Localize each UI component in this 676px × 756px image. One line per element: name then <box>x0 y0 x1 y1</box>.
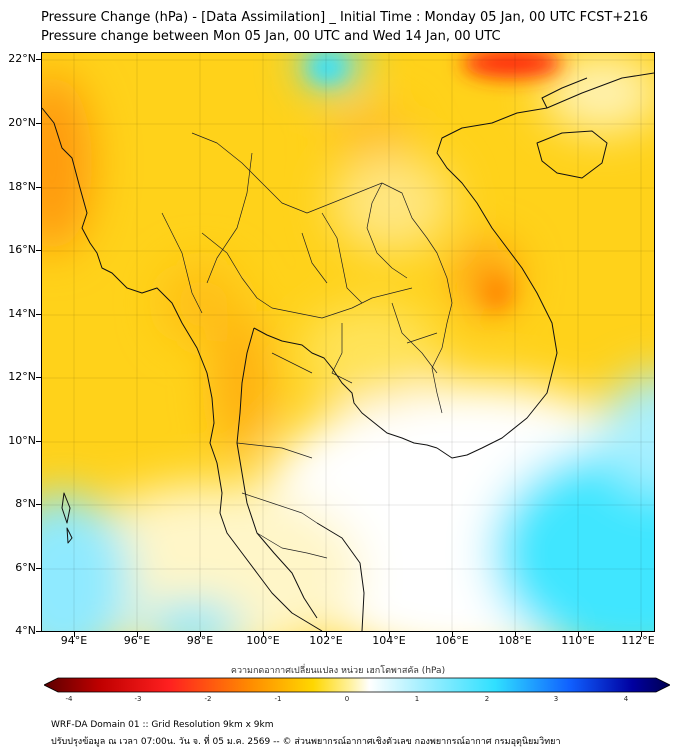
pressure-change-map <box>41 52 655 632</box>
lon-label: 108°E <box>498 634 532 647</box>
coastlines <box>42 72 654 631</box>
chart-title: Pressure Change (hPa) - [Data Assimilati… <box>41 10 649 25</box>
colorbar-tick: 4 <box>623 695 629 703</box>
colorbar-tick: 3 <box>553 695 559 703</box>
colorbar-tick: -2 <box>204 695 212 703</box>
lon-tick <box>74 632 75 637</box>
colorbar-tick: -3 <box>134 695 142 703</box>
lon-tick <box>137 632 138 637</box>
lat-tick <box>36 504 41 505</box>
lat-label: 18°N <box>8 180 36 193</box>
lon-tick <box>389 632 390 637</box>
footer-credits: ปรับปรุงข้อมูล ณ เวลา 07:00น. วัน จ. ที่… <box>51 737 561 747</box>
lat-label: 22°N <box>8 52 36 65</box>
lon-label: 102°E <box>309 634 343 647</box>
lon-label: 112°E <box>621 634 655 647</box>
colorbar <box>44 677 670 693</box>
lat-label: 6°N <box>15 561 36 574</box>
lon-label: 94°E <box>60 634 88 647</box>
lon-label: 98°E <box>186 634 214 647</box>
lat-label: 20°N <box>8 116 36 129</box>
lon-label: 100°E <box>246 634 280 647</box>
colorbar-tick: -1 <box>274 695 282 703</box>
lon-tick <box>200 632 201 637</box>
colorbar-tick: 0 <box>344 695 350 703</box>
lon-tick <box>515 632 516 637</box>
lat-tick <box>36 123 41 124</box>
lon-tick <box>452 632 453 637</box>
lon-tick <box>578 632 579 637</box>
chart-subtitle: Pressure change between Mon 05 Jan, 00 U… <box>41 29 501 44</box>
lat-tick <box>36 377 41 378</box>
lat-tick <box>36 250 41 251</box>
lat-label: 14°N <box>8 307 36 320</box>
lon-label: 96°E <box>123 634 151 647</box>
colorbar-tick: -4 <box>65 695 73 703</box>
lon-tick <box>326 632 327 637</box>
lat-tick <box>36 631 41 632</box>
lat-label: 16°N <box>8 243 36 256</box>
lon-label: 110°E <box>561 634 595 647</box>
lat-tick <box>36 441 41 442</box>
lon-label: 106°E <box>435 634 469 647</box>
lat-tick <box>36 59 41 60</box>
lon-label: 104°E <box>372 634 406 647</box>
colorbar-tick: 2 <box>484 695 490 703</box>
borders <box>161 132 453 559</box>
lat-tick <box>36 187 41 188</box>
graticule <box>42 53 654 631</box>
lat-label: 8°N <box>15 497 36 510</box>
lat-tick <box>36 314 41 315</box>
lat-label: 4°N <box>15 624 36 637</box>
lon-tick <box>263 632 264 637</box>
colorbar-label: ความกดอากาศเปลี่ยนแปลง หน่วย เฮกโตพาสคัล… <box>230 666 446 676</box>
lon-tick <box>641 632 642 637</box>
lat-label: 12°N <box>8 370 36 383</box>
lat-tick <box>36 568 41 569</box>
footer-model-info: WRF-DA Domain 01 :: Grid Resolution 9km … <box>51 720 274 730</box>
colorbar-tick: 1 <box>414 695 420 703</box>
lat-label: 10°N <box>8 434 36 447</box>
